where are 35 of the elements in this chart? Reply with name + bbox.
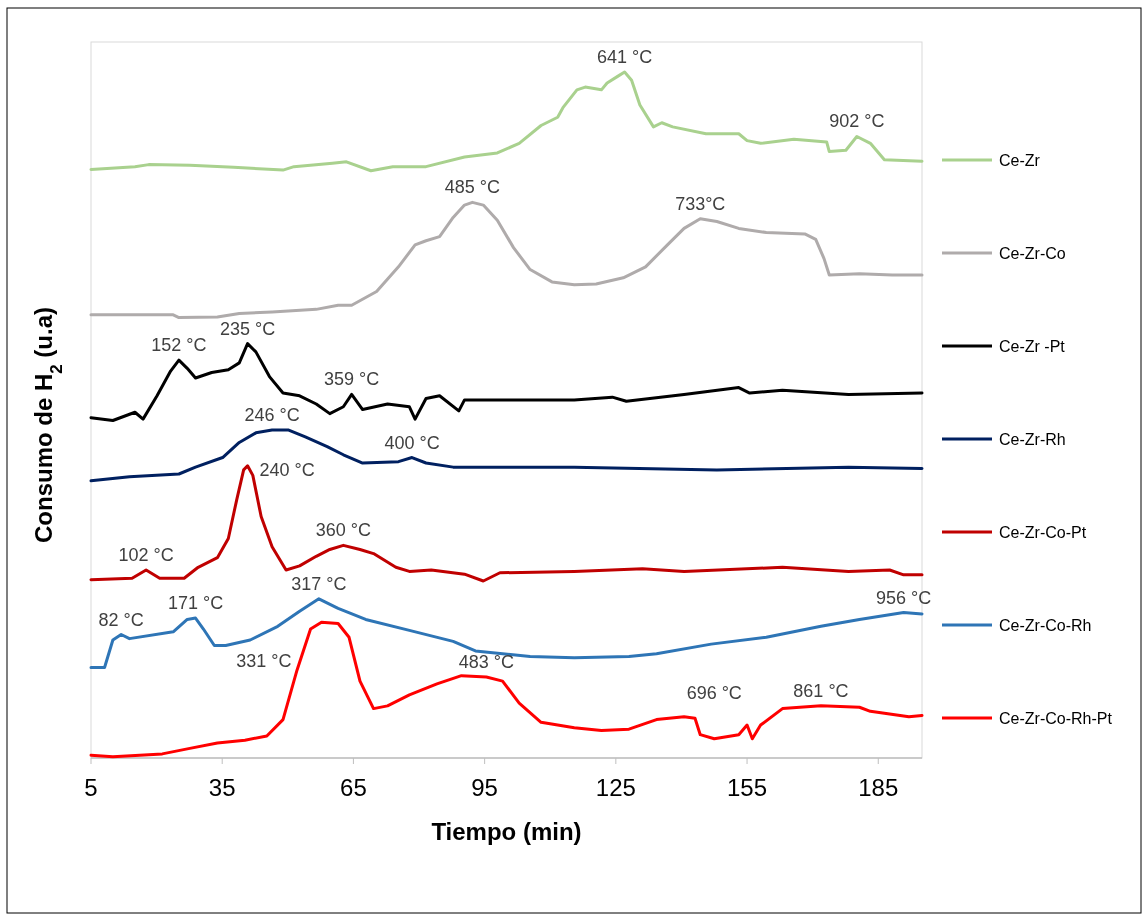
annotation: 861 °C	[793, 680, 849, 701]
annotation: 246 °C	[244, 405, 300, 426]
annotation: 331 °C	[236, 651, 292, 672]
annotation: 102 °C	[118, 545, 174, 566]
annotation: 171 °C	[167, 593, 224, 614]
legend-label: Ce-Zr-Rh	[999, 431, 1066, 448]
annotation: 317 °C	[291, 573, 347, 594]
legend-label: Ce-Zr-Co-Rh-Pt	[999, 710, 1113, 727]
x-tick-label: 185	[858, 774, 899, 801]
x-tick-label: 95	[471, 774, 498, 801]
annotation: 696 °C	[686, 682, 742, 703]
legend-label: Ce-Zr -Pt	[999, 338, 1066, 355]
x-tick-label: 125	[595, 774, 636, 801]
annotation: 641 °C	[596, 47, 653, 67]
annotation: 485 °C	[444, 177, 500, 198]
legend-label: Ce-Zr-Co-Pt	[999, 524, 1087, 541]
annotation: 360 °C	[315, 520, 371, 541]
legend-label: Ce-Zr	[999, 152, 1041, 169]
annotation: 400 °C	[384, 432, 440, 453]
annotation: 956 °C	[876, 587, 932, 608]
annotation: 483 °C	[458, 652, 514, 673]
legend-label: Ce-Zr-Co	[999, 245, 1066, 262]
annotation: 359 °C	[324, 369, 380, 390]
x-tick-label: 155	[727, 774, 768, 801]
annotation: 733°C	[675, 193, 726, 214]
annotation: 152 °C	[151, 335, 207, 356]
annotation: 235 °C	[219, 318, 276, 339]
annotation: 240 °C	[259, 459, 315, 480]
legend-label: Ce-Zr-Co-Rh	[999, 617, 1092, 634]
x-axis-title: Tiempo (min)	[431, 818, 582, 845]
annotation: 82 °C	[98, 609, 144, 630]
annotation: 902 °C	[829, 111, 885, 132]
x-tick-label: 65	[340, 774, 367, 801]
x-tick-label: 5	[84, 774, 98, 801]
x-tick-label: 35	[208, 774, 236, 801]
